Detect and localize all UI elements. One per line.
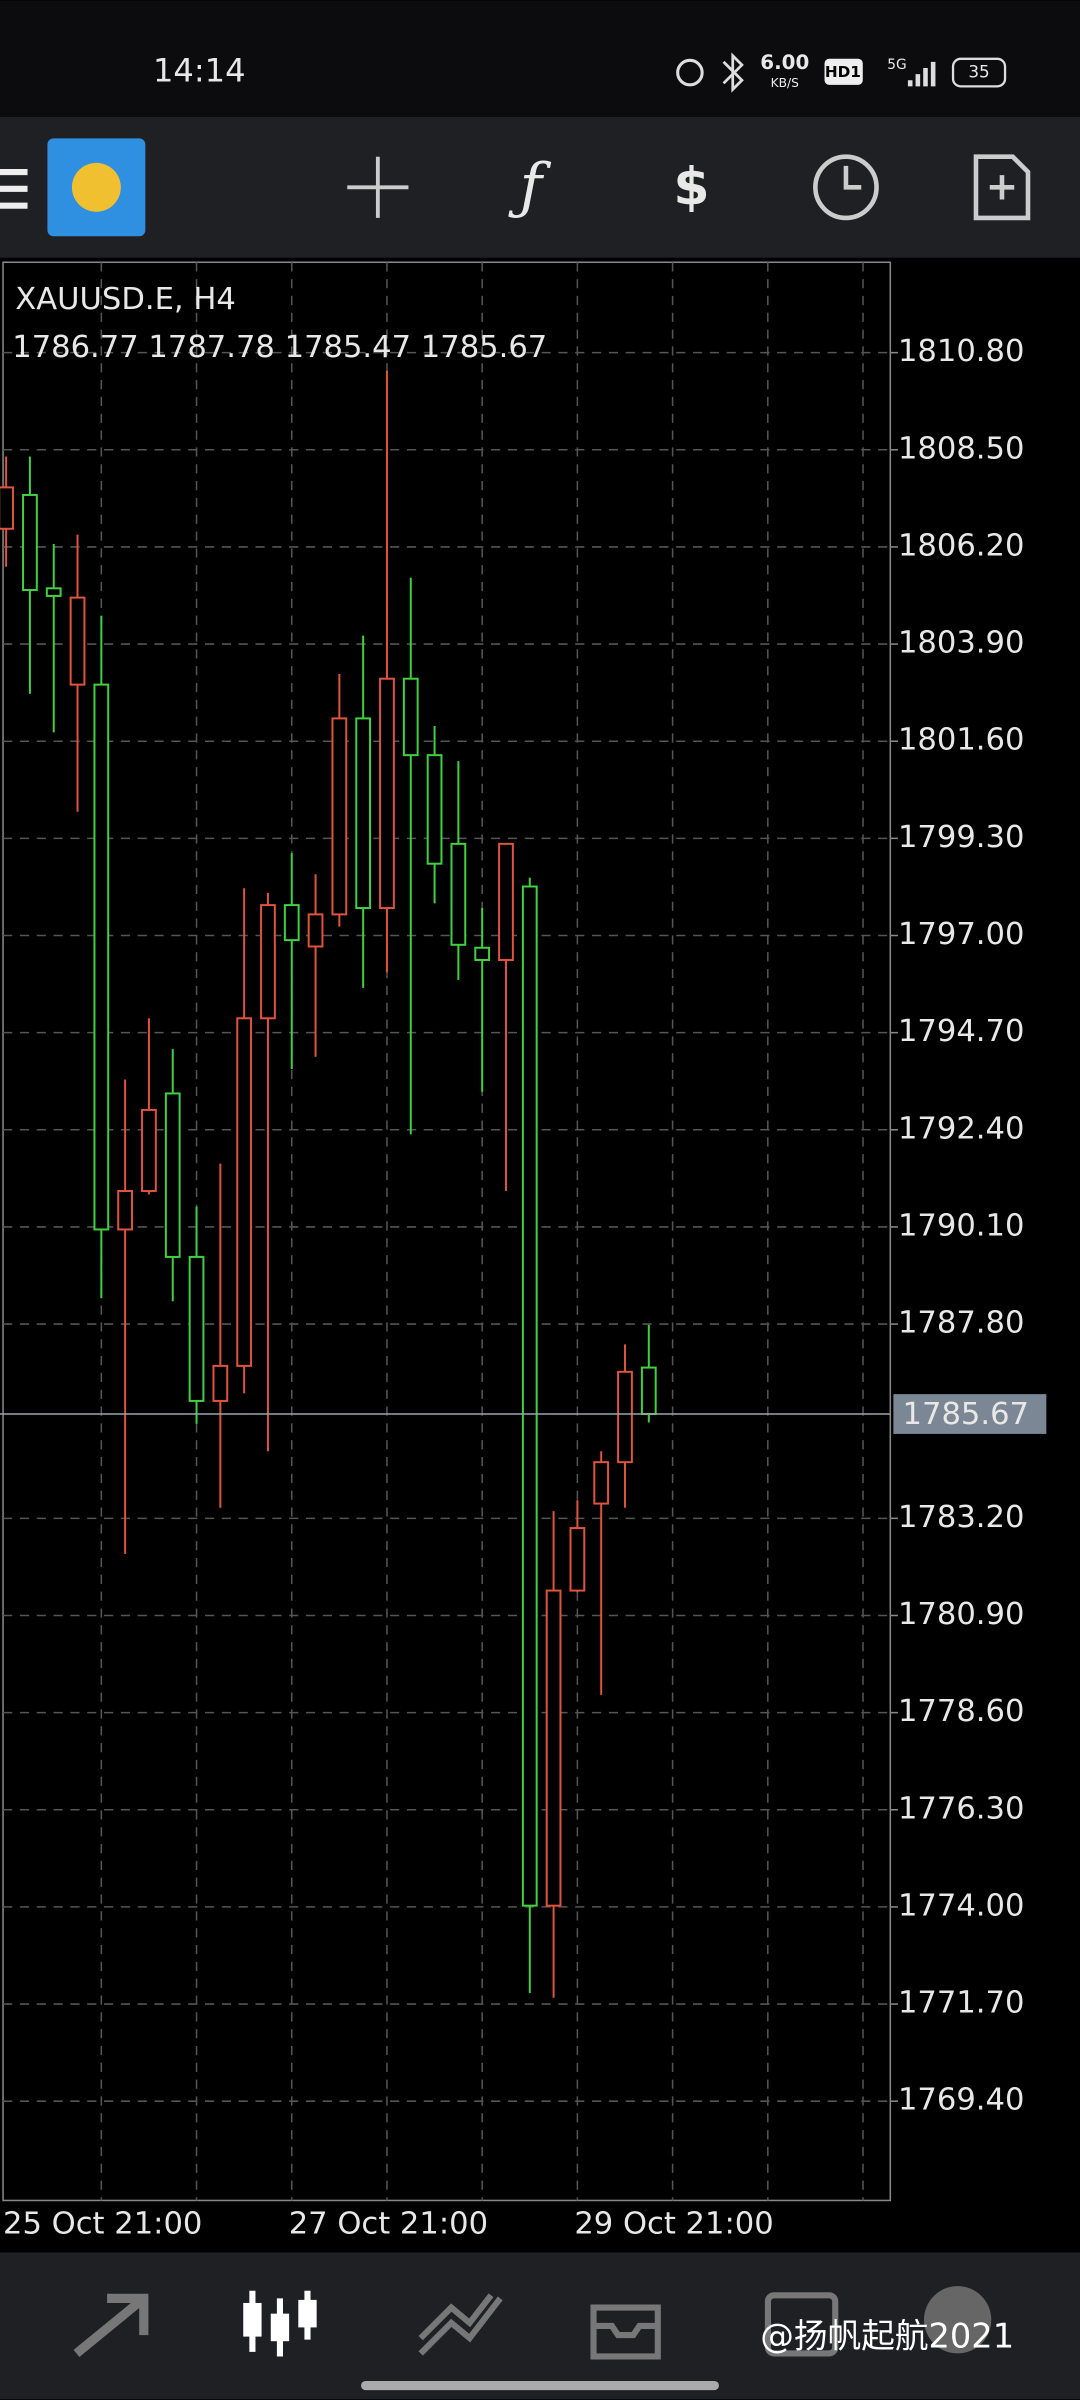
period-hand [843,165,862,190]
chart-title: XAUUSD.E, H4 [15,282,236,317]
y-tick-label: 1799.30 [898,820,1024,855]
candle-body [212,1364,229,1402]
x-tick-label: 29 Oct 21:00 [574,2206,773,2241]
watermark: @扬帆起航2021 [760,2317,1014,2356]
candle-body [640,1366,657,1416]
candle-body [331,717,348,916]
y-tick-label: 1790.10 [898,1208,1024,1243]
y-tick-label: 1792.40 [898,1111,1024,1146]
y-tick-label: 1794.70 [898,1014,1024,1049]
candle-body [617,1370,633,1464]
y-tick-label: 1771.70 [898,1986,1024,2021]
x-tick-label: 27 Oct 21:00 [289,2206,488,2241]
y-tick-label: 1787.80 [898,1306,1024,1341]
candle-body [0,486,14,530]
y-tick-label: 1783.20 [898,1500,1024,1535]
quotes-tab[interactable] [73,2293,149,2357]
candle-body [260,904,276,1020]
candle-body [22,493,38,592]
home-indicator [361,2380,719,2391]
chart-tab-body [243,2302,262,2337]
last-close: 1785.67 [421,329,547,364]
last-high: 1787.78 [148,329,274,364]
battery-icon [951,57,1007,88]
candle-body [450,842,467,946]
candle-body [569,1527,586,1592]
template-button[interactable] [973,154,1031,221]
candle-body [402,677,419,757]
y-tick-label: 1810.80 [898,334,1024,369]
candle-body [164,1092,181,1258]
candle-body [426,754,443,865]
app-logo-mark [71,162,121,212]
speed-unit: KB/S [771,76,800,90]
y-tick-label: 1797.00 [898,917,1024,952]
bottom-nav [0,2252,1080,2400]
toolbar [0,116,1080,258]
y-tick-label: 1769.40 [898,2083,1024,2118]
candle-body [117,1190,134,1231]
chart-tab-body [298,2299,317,2328]
news-tab[interactable] [764,2292,839,2357]
candle-body [355,717,372,910]
candle-body [93,683,110,1231]
y-tick-label: 1780.90 [898,1597,1024,1632]
alarm-icon [676,58,704,87]
period-button[interactable] [813,154,879,221]
trade-button[interactable]: $ [673,157,709,217]
candle-body [307,913,324,948]
candle-body [283,904,300,942]
template-plus [989,175,1015,200]
y-tick-label: 1808.50 [898,431,1024,466]
ohlc-header: 1786.77 1787.78 1785.47 1785.67 [12,329,547,364]
chart-tab-body [270,2313,290,2342]
y-tick-label: 1803.90 [898,626,1024,661]
battery: 35 [968,62,989,82]
network: 5G [887,57,906,73]
plot [0,262,891,2201]
time: 14:14 [153,52,246,90]
candle-body [236,1017,253,1367]
y-tick-label: 1778.60 [898,1694,1024,1729]
price-label-bg [893,1394,1047,1434]
crosshair-button[interactable] [347,156,409,218]
last-open: 1786.77 [12,329,138,364]
hd: HD1 [825,63,861,81]
trade-tab[interactable] [418,2293,503,2356]
messages-tab[interactable] [923,2286,992,2354]
bluetooth-icon [722,52,744,93]
candle-body [379,677,395,910]
status-bar [0,0,1080,117]
candle-body [45,587,62,597]
speed: 6.00 [760,51,809,74]
candle-body [545,1589,562,1907]
candle-body [593,1461,610,1505]
candle-body [188,1255,205,1402]
x-tick-label: 25 Oct 21:00 [3,2206,202,2241]
y-tick-label: 1776.30 [898,1791,1024,1826]
candle-body [521,885,538,1907]
last-low: 1785.47 [285,329,411,364]
y-tick-label: 1774.00 [898,1888,1024,1923]
y-tick-label: 1801.60 [898,723,1024,758]
hd-badge [824,58,863,85]
candle-body [141,1108,157,1193]
candle-body [498,842,514,961]
history-tab[interactable] [590,2304,661,2360]
candle-body [69,596,86,686]
menu-button[interactable] [0,168,28,209]
candle-body [474,946,491,961]
y-tick-label: 1806.20 [898,528,1024,563]
price-label: 1785.67 [903,1397,1029,1432]
signal-icon [907,61,936,87]
plot-frame [2,261,892,2202]
